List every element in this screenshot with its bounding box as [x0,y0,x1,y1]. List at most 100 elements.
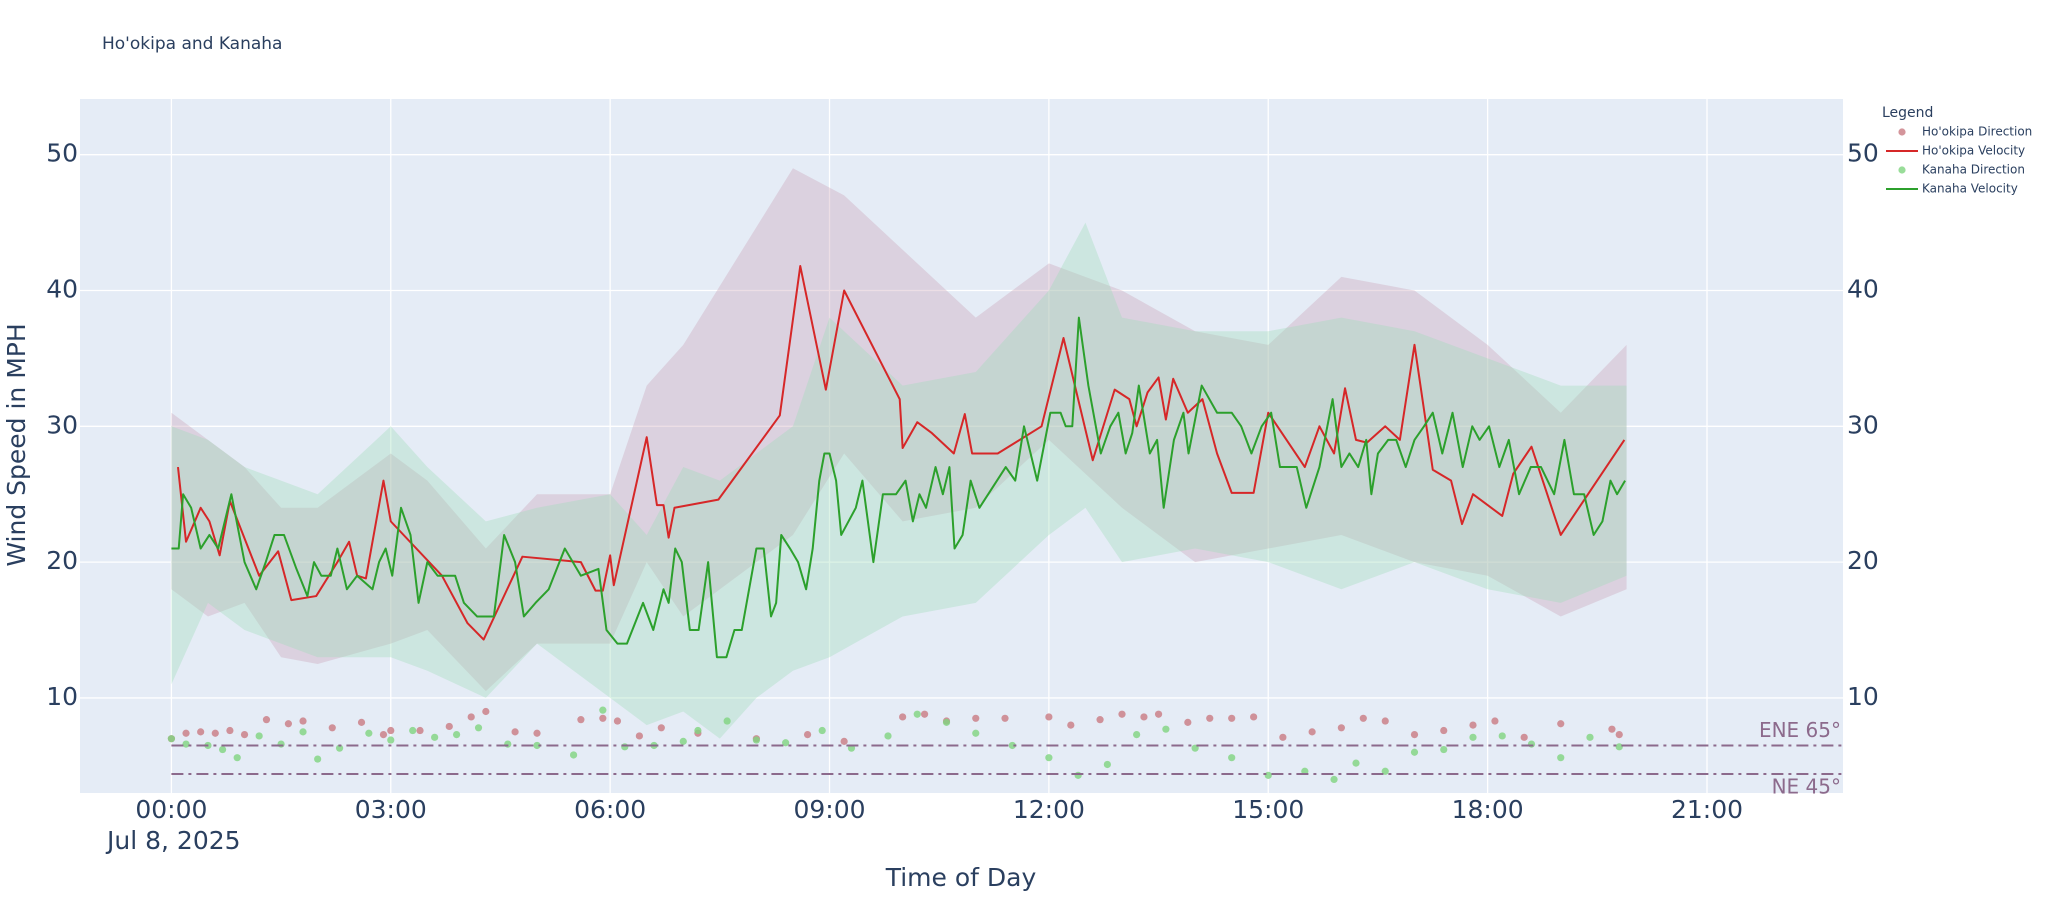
direction-point [723,717,731,725]
reference-label: NE 45° [1772,774,1841,798]
x-tick-label: 12:00 [1013,795,1085,824]
direction-point [1557,754,1565,762]
direction-point [1008,741,1016,750]
x-tick-label: 18:00 [1452,795,1524,824]
confidence-band [171,222,1627,739]
y2-tick-label: 20 [1847,546,1879,575]
direction-point [182,740,190,748]
direction-point [1381,717,1389,725]
direction-point [1615,731,1623,739]
legend-label[interactable]: Ho'okipa Velocity [1922,144,2025,158]
direction-point [803,731,812,739]
direction-point [1440,745,1448,754]
direction-point [1440,726,1448,735]
direction-point [328,724,336,732]
y2-tick-label: 10 [1847,682,1879,711]
direction-point [482,707,490,716]
direction-point [233,754,241,762]
direction-point [445,722,453,731]
direction-point [1359,714,1367,722]
direction-point [255,732,263,740]
direction-point [533,729,541,737]
direction-point [1279,733,1287,741]
direction-point [1096,716,1104,724]
direction-point [1067,721,1075,729]
direction-point [218,745,227,754]
direction-point [474,724,483,732]
direction-point [972,714,980,722]
direction-point [1045,754,1053,762]
legend-marker [1898,166,1906,174]
direction-point [899,713,907,721]
direction-point [1608,725,1616,733]
y-tick-label: 10 [46,682,78,711]
direction-point [1184,718,1192,726]
direction-point [635,732,643,740]
direction-point [818,726,826,735]
x-tick-label: 03:00 [355,795,427,824]
direction-point [1308,728,1316,736]
legend-label[interactable]: Kanaha Velocity [1922,182,2018,196]
y-tick-label: 20 [46,546,78,575]
x-tick-label: 00:00 [135,795,207,824]
direction-point [577,716,585,724]
direction-point [884,732,892,740]
direction-point [416,726,424,735]
y-tick-label: 50 [46,139,78,168]
direction-point [365,729,373,737]
y2-tick-label: 30 [1847,410,1879,439]
direction-point [1162,725,1170,733]
direction-point [1337,724,1345,732]
direction-point [262,716,271,724]
reference-label: ENE 65° [1759,718,1841,742]
direction-point [314,755,322,763]
direction-point [533,741,541,750]
direction-point [972,729,980,737]
direction-point [299,717,307,725]
legend-label[interactable]: Kanaha Direction [1922,163,2025,177]
direction-point [913,710,921,718]
x-tick-label: 06:00 [574,795,646,824]
x-tick-label: 21:00 [1671,795,1743,824]
direction-point [431,733,439,741]
direction-point [357,718,366,726]
direction-point [277,740,285,748]
direction-point [1045,713,1053,721]
y2-tick-label: 50 [1847,139,1879,168]
direction-point [1557,720,1565,728]
direction-point [1133,731,1141,739]
direction-point [1250,713,1258,721]
direction-point [226,726,234,735]
direction-point [1001,714,1009,722]
direction-point [1410,731,1419,739]
direction-point [1469,733,1477,741]
direction-point [599,714,607,722]
direction-point [782,739,790,747]
plot-area [80,99,1843,793]
direction-point [920,710,929,718]
direction-point [197,728,205,736]
x-axis-title: Time of Day [885,863,1037,892]
velocity-line [176,265,1626,641]
direction-point [599,706,607,714]
direction-point [1330,775,1338,784]
y2-tick-label: 40 [1847,274,1879,303]
y-axis-title: Wind Speed in MPH [2,323,31,566]
chart-title: Ho'okipa and Kanaha [102,34,282,54]
direction-point [1527,740,1536,748]
direction-point [1228,754,1236,762]
confidence-band [171,168,1627,692]
direction-point [211,729,219,737]
direction-point [387,736,395,744]
direction-point [840,737,848,745]
x-tick-label: 09:00 [793,795,865,824]
direction-point [1103,760,1111,769]
direction-point [1140,713,1148,721]
legend-marker [1898,128,1906,136]
direction-point [694,726,702,735]
direction-point [511,728,519,736]
direction-point [167,735,176,743]
direction-point [299,728,307,736]
legend-label[interactable]: Ho'okipa Direction [1922,125,2032,139]
